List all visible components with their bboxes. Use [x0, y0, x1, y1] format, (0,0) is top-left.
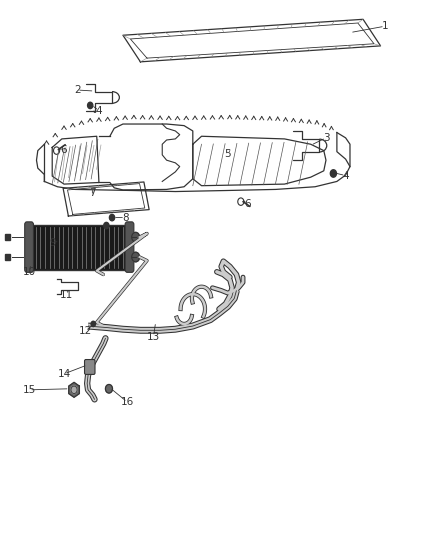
- Text: 13: 13: [147, 332, 160, 342]
- Text: 6: 6: [61, 144, 67, 155]
- Circle shape: [110, 214, 115, 221]
- Circle shape: [104, 222, 109, 229]
- Bar: [5, 254, 11, 260]
- Text: 14: 14: [57, 369, 71, 379]
- Bar: [29, 224, 130, 270]
- Circle shape: [106, 384, 113, 393]
- Circle shape: [132, 252, 140, 262]
- Circle shape: [71, 386, 77, 393]
- Circle shape: [88, 102, 93, 109]
- Text: 1: 1: [381, 21, 388, 31]
- Text: 4: 4: [95, 106, 102, 116]
- Circle shape: [132, 232, 140, 242]
- FancyBboxPatch shape: [125, 222, 134, 272]
- Text: 11: 11: [60, 289, 73, 300]
- Text: 5: 5: [224, 149, 231, 159]
- Text: 8: 8: [122, 213, 128, 223]
- Text: 15: 15: [22, 385, 36, 395]
- Text: 6: 6: [244, 199, 251, 209]
- Circle shape: [91, 321, 95, 327]
- Text: 7: 7: [89, 188, 95, 198]
- Circle shape: [330, 169, 336, 177]
- FancyBboxPatch shape: [85, 360, 95, 374]
- Polygon shape: [69, 382, 79, 397]
- FancyBboxPatch shape: [25, 222, 33, 272]
- Bar: [5, 234, 11, 240]
- Text: 2: 2: [74, 85, 81, 95]
- Text: 16: 16: [121, 397, 134, 407]
- Text: 12: 12: [79, 326, 92, 336]
- Text: 10: 10: [22, 267, 35, 277]
- Text: 9: 9: [50, 238, 57, 247]
- Text: 3: 3: [323, 133, 329, 143]
- Text: 4: 4: [343, 171, 349, 181]
